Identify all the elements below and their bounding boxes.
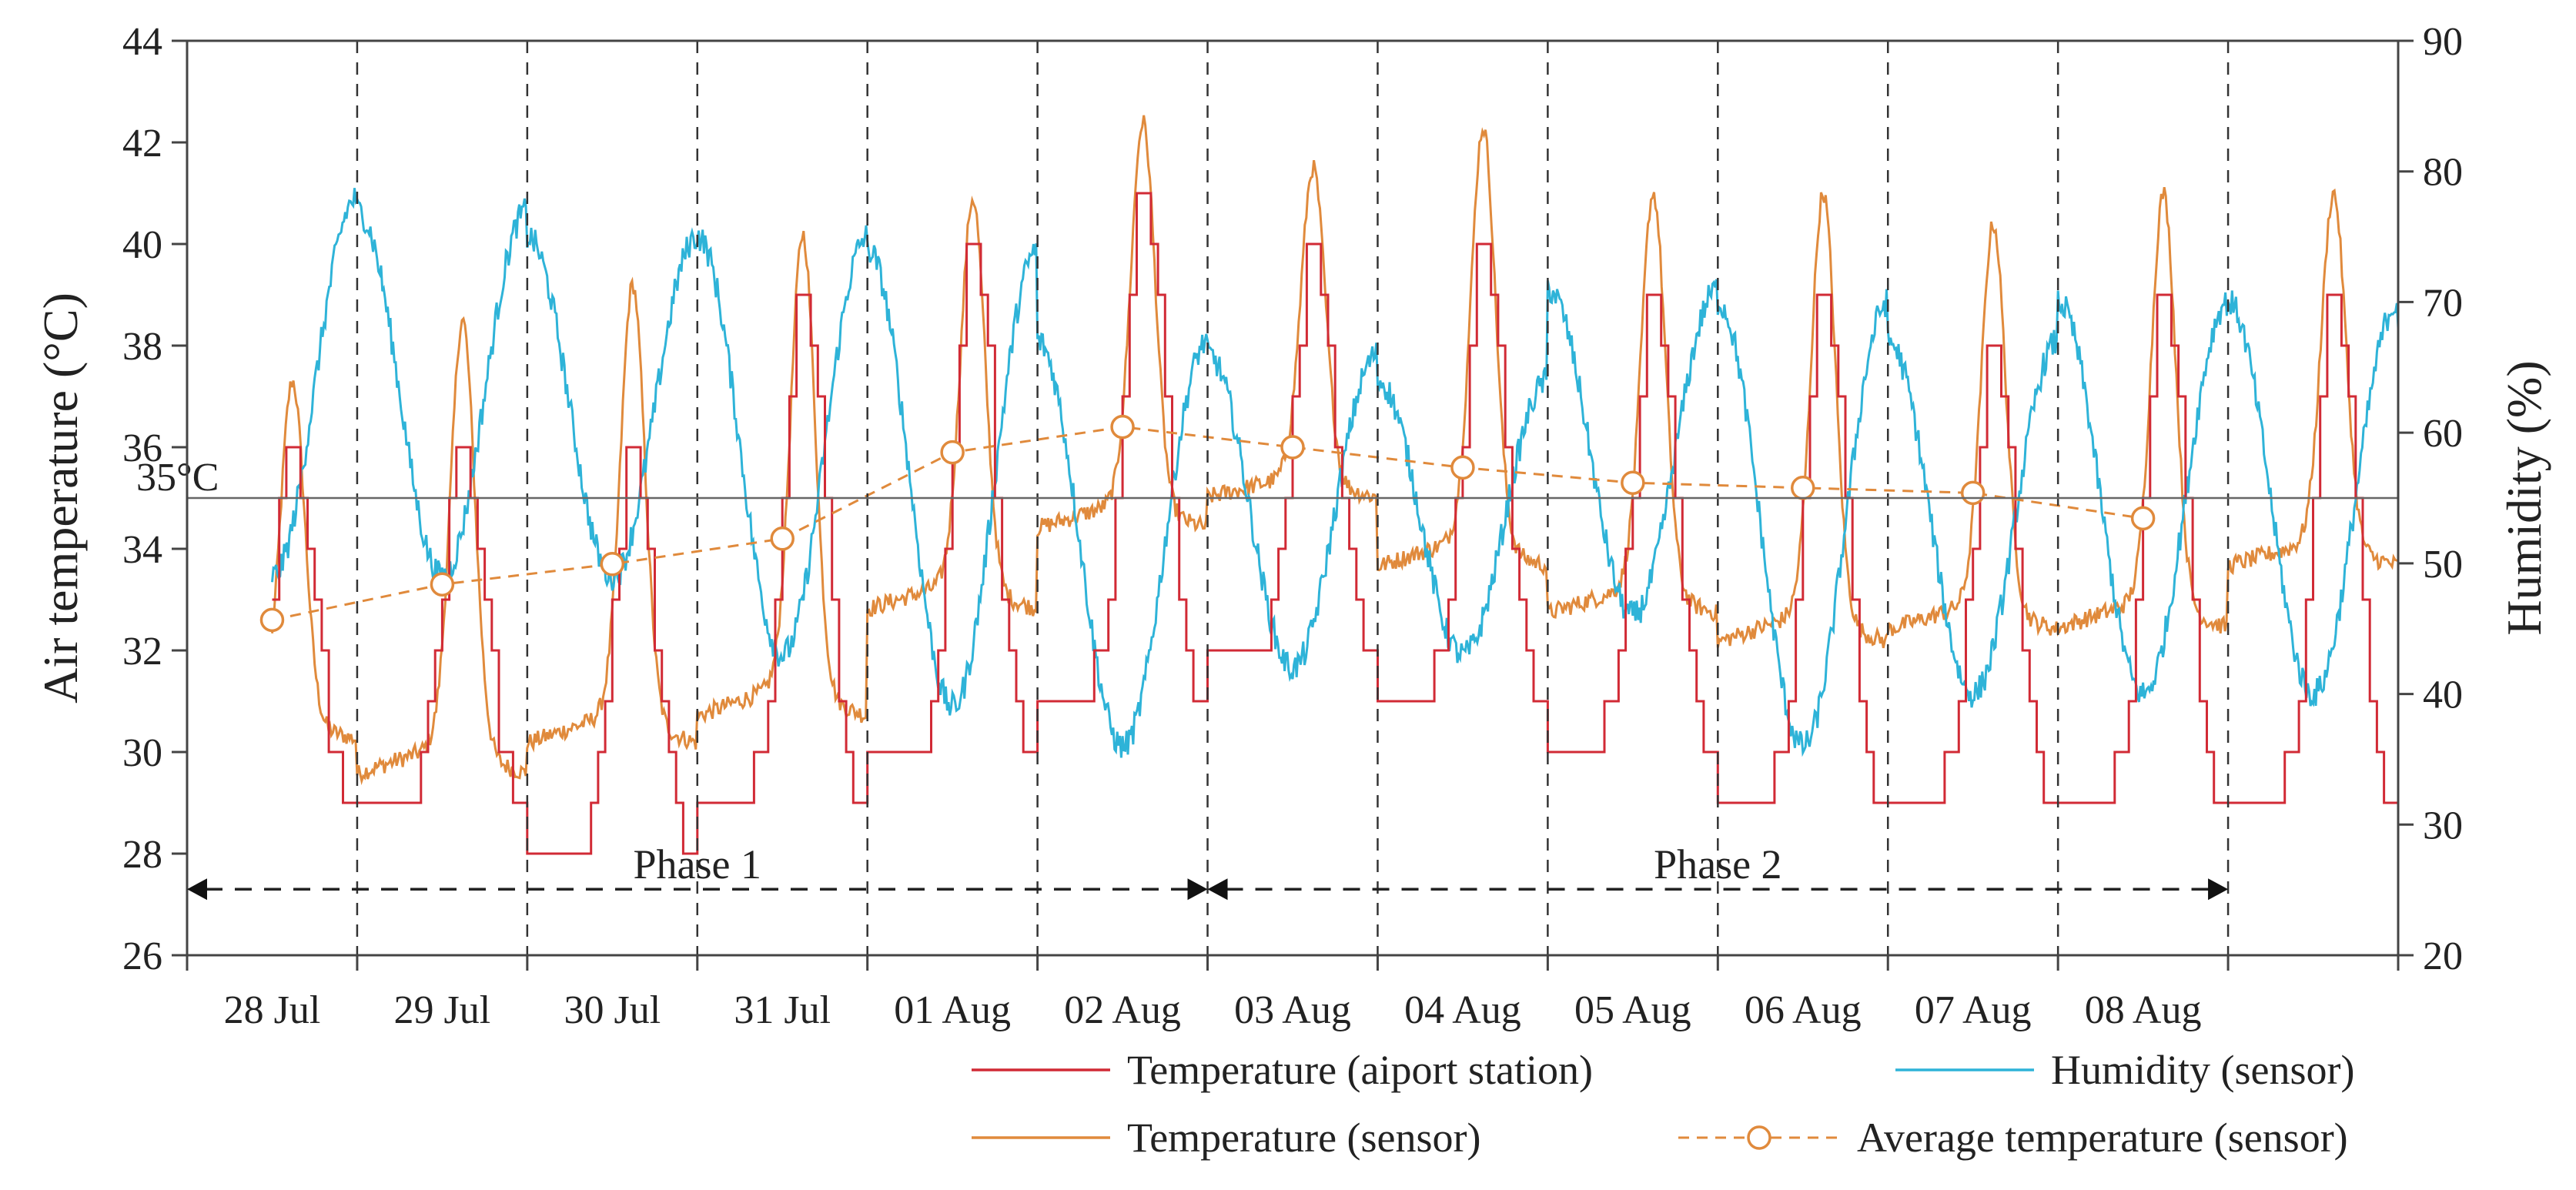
average-temperature-point [940, 440, 965, 465]
plot-frame [186, 39, 2400, 957]
phase-layer: Phase 1 Phase 2 [187, 841, 2229, 901]
x-tick-label: 03 Aug [1234, 988, 1351, 1032]
x-tick-label: 06 Aug [1745, 988, 1862, 1032]
average-temperature-point [770, 526, 795, 551]
reference-line-label: 35°C [136, 456, 219, 500]
average-temperature-point [2130, 506, 2156, 531]
x-tick-label: 02 Aug [1064, 988, 1181, 1032]
y-tick-label: 32 [122, 630, 162, 674]
x-tick-label: 30 Jul [564, 988, 661, 1032]
y-tick-label: 36 [122, 426, 162, 470]
x-tick-label: 05 Aug [1574, 988, 1691, 1032]
phase-arrow-head-right [1187, 878, 1208, 901]
y2-tick-label: 20 [2423, 934, 2463, 978]
y-tick-label: 44 [122, 20, 162, 64]
average-temperature-point [259, 607, 285, 633]
y2-axis-title: Humidity (%) [2497, 360, 2551, 635]
y-axis-title: Air temperature (°C) [33, 292, 88, 704]
y-tick-label: 34 [122, 528, 162, 572]
y2-tick-label: 90 [2423, 20, 2463, 64]
legend: Temperature (aiport station) Humidity (se… [972, 1047, 2354, 1161]
legend-label: Temperature (sensor) [1127, 1115, 1481, 1161]
average-temperature-point [1450, 455, 1475, 480]
x-tick-label: 08 Aug [2085, 988, 2202, 1032]
series-temperature-airport-station [272, 192, 2398, 855]
average-temperature-point [1621, 470, 1645, 495]
y-tick-label: 26 [122, 934, 162, 978]
phase-arrow-head-left [1207, 878, 1228, 901]
axes-layer: 26 28 30 32 34 36 38 40 42 44 20 30 40 50 60 70 80 90 28 J… [33, 20, 2551, 1032]
reference-layer: 35°C [136, 41, 2398, 955]
x-tick-label: 29 Jul [394, 988, 491, 1032]
x-tick-label: 31 Jul [734, 988, 831, 1032]
x-tick-label: 28 Jul [224, 988, 321, 1032]
y2-tick-label: 50 [2423, 543, 2463, 587]
average-temperature-point [1280, 435, 1305, 460]
y2-tick-label: 40 [2423, 674, 2463, 717]
legend-label: Temperature (aiport station) [1127, 1047, 1593, 1093]
y-tick-label: 38 [122, 325, 162, 369]
phase-label: Phase 1 [634, 841, 761, 887]
series-humidity-sensor [271, 188, 2400, 758]
legend-label: Humidity (sensor) [2051, 1047, 2354, 1093]
y2-tick-label: 60 [2423, 412, 2463, 456]
y2-tick-label: 30 [2423, 804, 2463, 847]
x-tick-label: 07 Aug [1915, 988, 2032, 1032]
x-tick-label: 01 Aug [894, 988, 1011, 1032]
y2-tick-label: 80 [2423, 151, 2463, 195]
legend-label: Average temperature (sensor) [1857, 1115, 2348, 1161]
phase-arrow-head-left [187, 878, 207, 901]
average-temperature-point [1110, 414, 1135, 440]
legend-swatch-marker [1747, 1125, 1771, 1150]
phase-label: Phase 2 [1654, 841, 1781, 887]
x-tick-label: 04 Aug [1404, 988, 1521, 1032]
phase-arrow-head-right [2208, 878, 2229, 901]
y-tick-label: 28 [122, 833, 162, 877]
average-temperature-point [1791, 476, 1815, 500]
y2-tick-label: 70 [2423, 281, 2463, 325]
average-temperature-point [600, 552, 625, 577]
y-tick-label: 30 [122, 731, 162, 775]
y-tick-label: 42 [122, 122, 162, 165]
y-tick-label: 40 [122, 223, 162, 267]
average-temperature-point [1960, 480, 1986, 506]
series-layer [259, 115, 2400, 855]
average-temperature-point [430, 572, 455, 597]
